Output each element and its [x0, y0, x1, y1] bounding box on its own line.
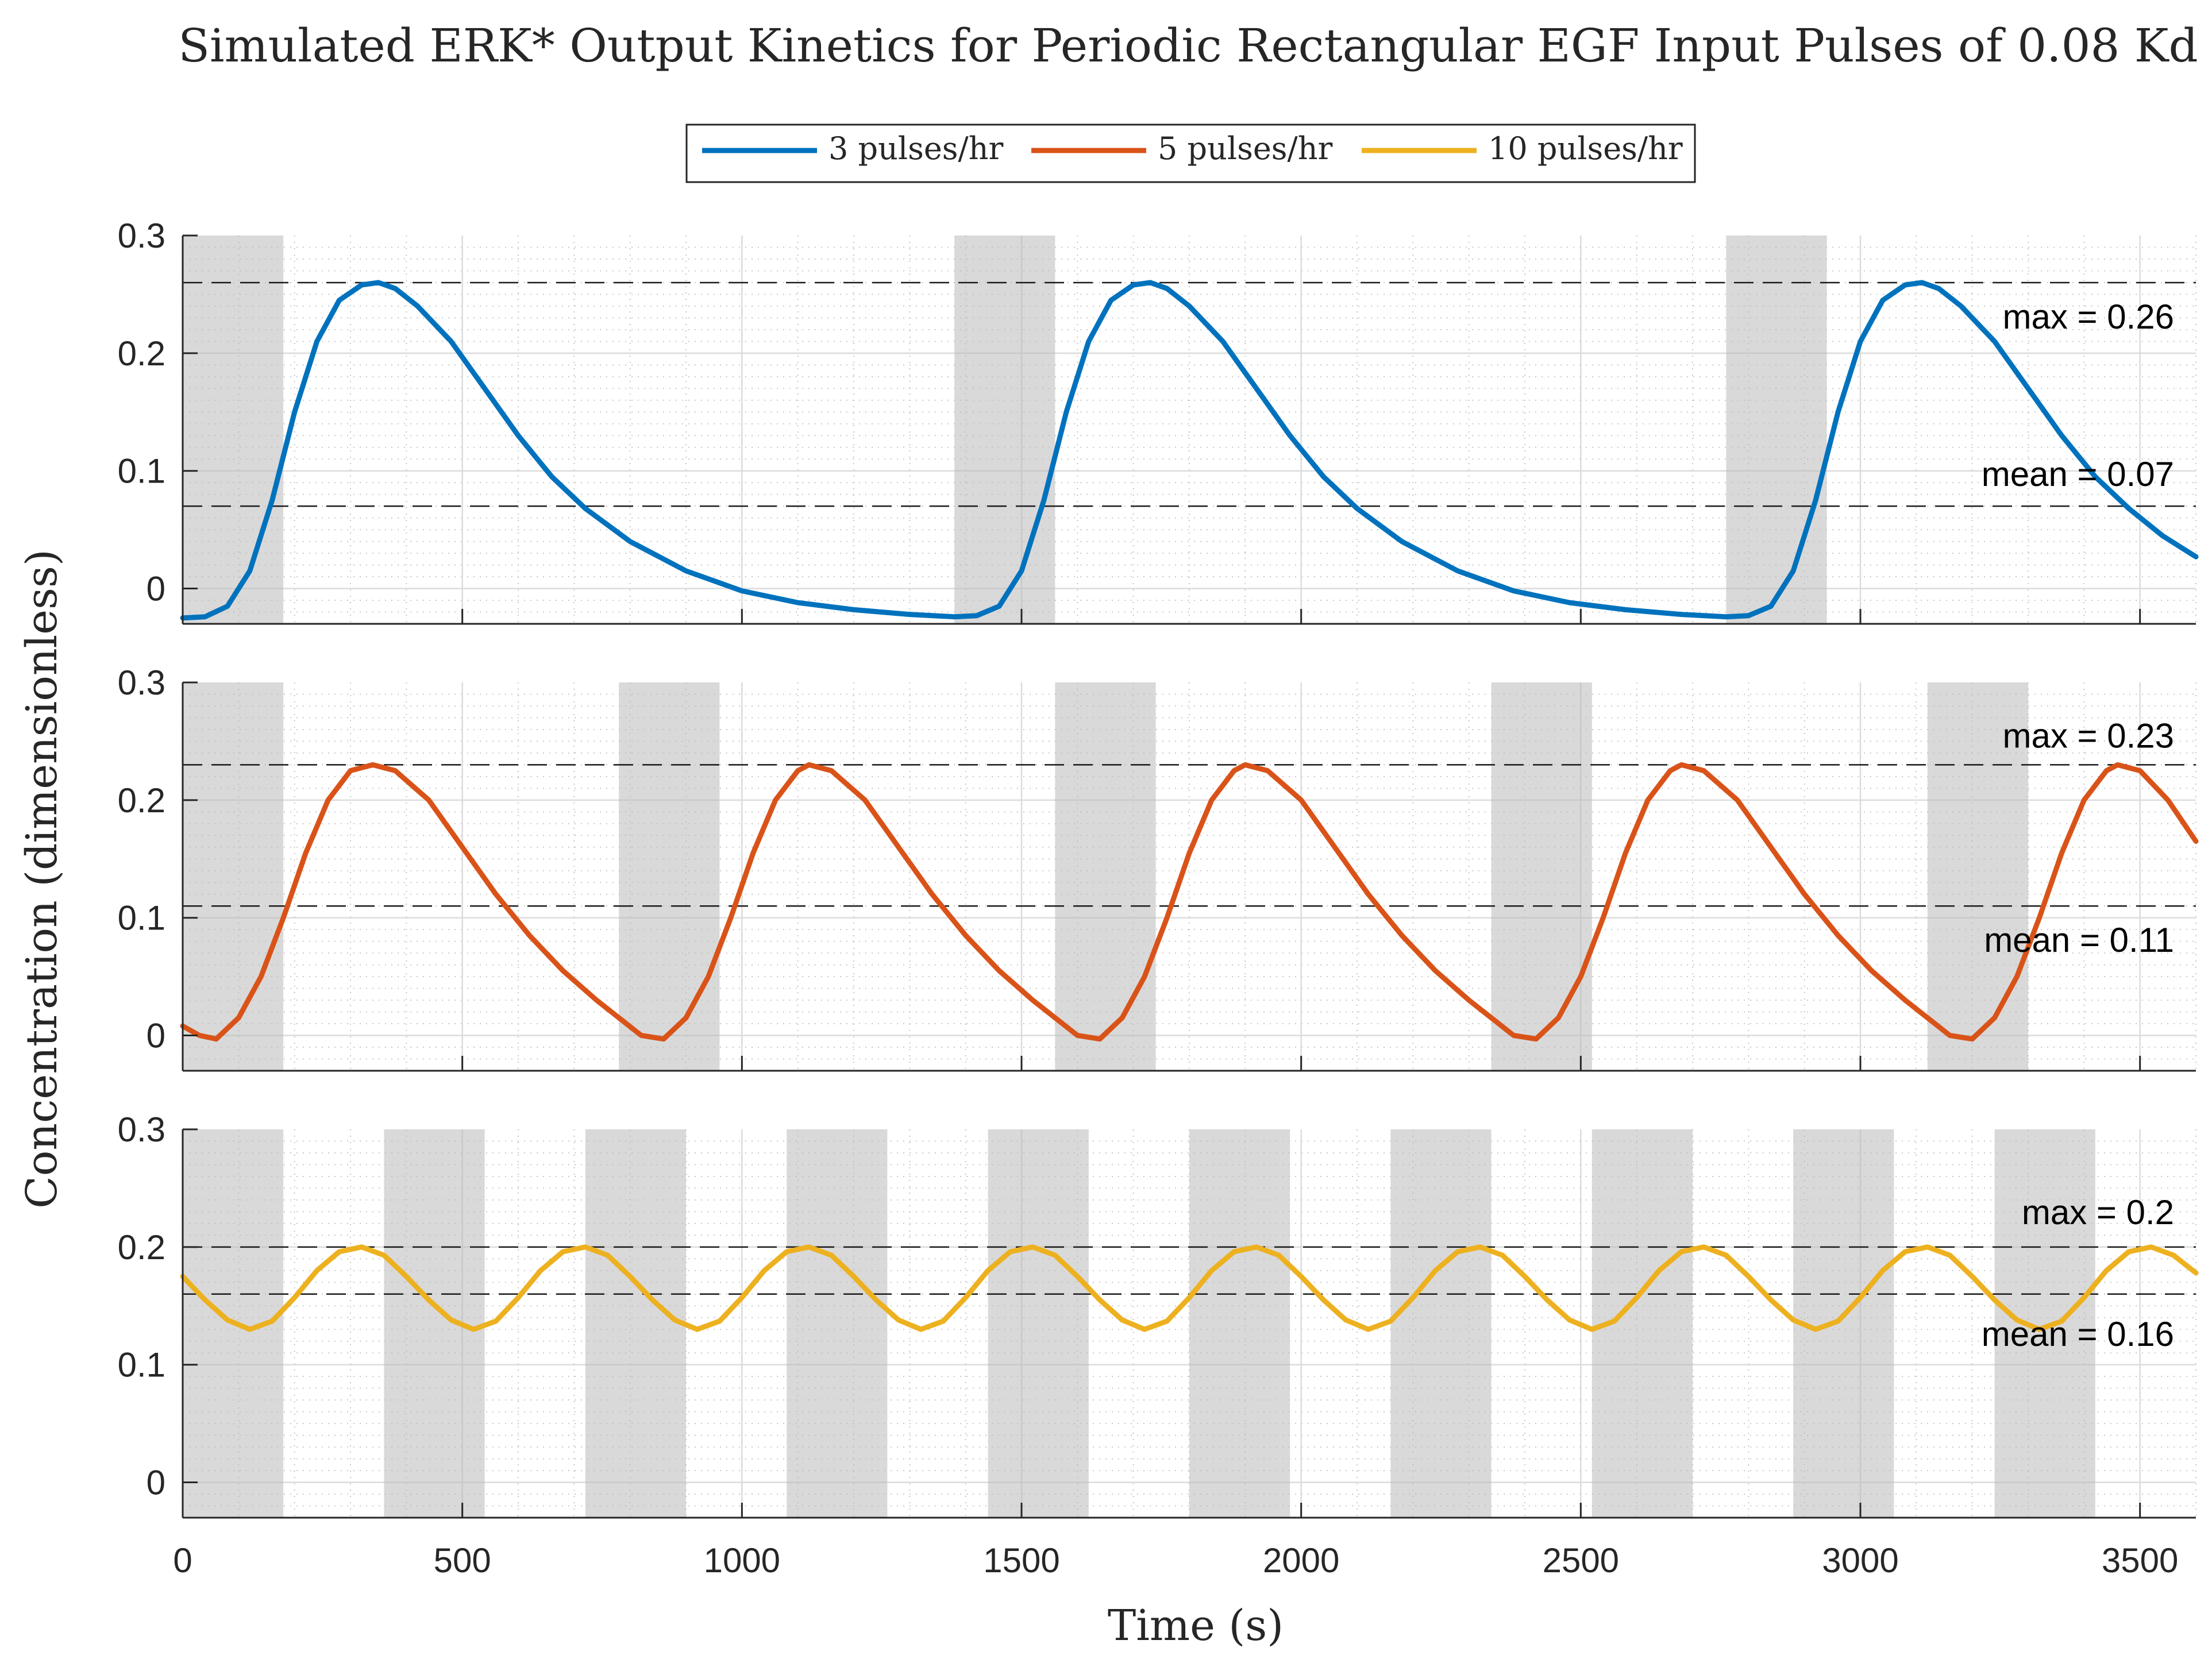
y-tick-label: 0.2: [118, 334, 165, 373]
series-line: [180, 280, 2199, 621]
pulse-window: [787, 1129, 888, 1518]
max-annotation: max = 0.23: [2002, 716, 2174, 755]
pulse-window: [1390, 1129, 1492, 1518]
mean-annotation: mean = 0.11: [1984, 921, 2174, 959]
x-tick-label: 3000: [1822, 1541, 1898, 1580]
legend-entry-1: 3 pulses/hr: [828, 130, 1003, 167]
y-tick-label: 0.1: [118, 899, 165, 937]
mean-annotation: mean = 0.16: [1982, 1315, 2174, 1353]
mean-annotation: mean = 0.07: [1982, 455, 2174, 493]
pulse-window: [1726, 236, 1827, 624]
legend-box: [685, 124, 1696, 183]
y-tick-label: 0.3: [118, 1110, 165, 1149]
legend-entry-3: 10 pulses/hr: [1488, 130, 1683, 167]
y-tick-label: 0.3: [118, 217, 165, 255]
x-tick-label: 3500: [2102, 1541, 2178, 1580]
pulse-window: [183, 236, 284, 624]
y-tick-label: 0: [147, 1017, 165, 1055]
pulse-window: [1927, 682, 2028, 1071]
pulse-window: [1491, 682, 1592, 1071]
x-tick-label: 1000: [704, 1541, 780, 1580]
x-axis-label: Time (s): [1108, 1601, 1284, 1650]
x-tick-label: 2000: [1263, 1541, 1339, 1580]
y-tick-label: 0.3: [118, 663, 165, 702]
pulse-window: [1189, 1129, 1290, 1518]
max-annotation: max = 0.26: [2002, 298, 2174, 336]
pulse-window: [619, 682, 720, 1071]
y-tick-label: 0.1: [118, 1346, 165, 1384]
x-tick-label: 500: [434, 1541, 491, 1580]
pulse-window: [183, 682, 284, 1071]
subplot-1: max = 0.26 mean = 0.07 0 0.1 0.2 0.3: [118, 217, 2199, 625]
y-axis-label: Concentration (dimensionless): [17, 549, 67, 1209]
pulse-window: [1055, 682, 1156, 1071]
x-tick-label: 1500: [983, 1541, 1059, 1580]
chart-title: Simulated ERK* Output Kinetics for Perio…: [178, 19, 2198, 72]
y-tick-label: 0: [147, 570, 165, 608]
pulse-window: [1793, 1129, 1894, 1518]
max-annotation: max = 0.2: [2022, 1193, 2174, 1232]
pulse-window: [988, 1129, 1089, 1518]
y-tick-label: 0.2: [118, 781, 165, 820]
pulse-window: [384, 1129, 485, 1518]
legend-entry-2: 5 pulses/hr: [1158, 130, 1332, 167]
y-tick-label: 0: [147, 1464, 165, 1502]
legend: 3 pulses/hr 5 pulses/hr 10 pulses/hr: [685, 124, 1696, 183]
pulse-window: [954, 236, 1055, 624]
series-line: [180, 1244, 2199, 1332]
x-tick-label: 0: [173, 1541, 192, 1580]
series-line: [180, 762, 2199, 1042]
subplot-2: max = 0.23 mean = 0.11 0 0.1 0.2 0.3: [118, 663, 2199, 1072]
y-tick-label: 0.2: [118, 1228, 165, 1267]
pulse-window: [585, 1129, 686, 1518]
subplot-3: max = 0.2 mean = 0.16 0 0.1 0.2 0.3 0 500 1000 15…: [118, 1110, 2199, 1580]
pulse-window: [1994, 1129, 2095, 1518]
y-tick-label: 0.1: [118, 452, 165, 491]
x-tick-label: 2500: [1543, 1541, 1619, 1580]
